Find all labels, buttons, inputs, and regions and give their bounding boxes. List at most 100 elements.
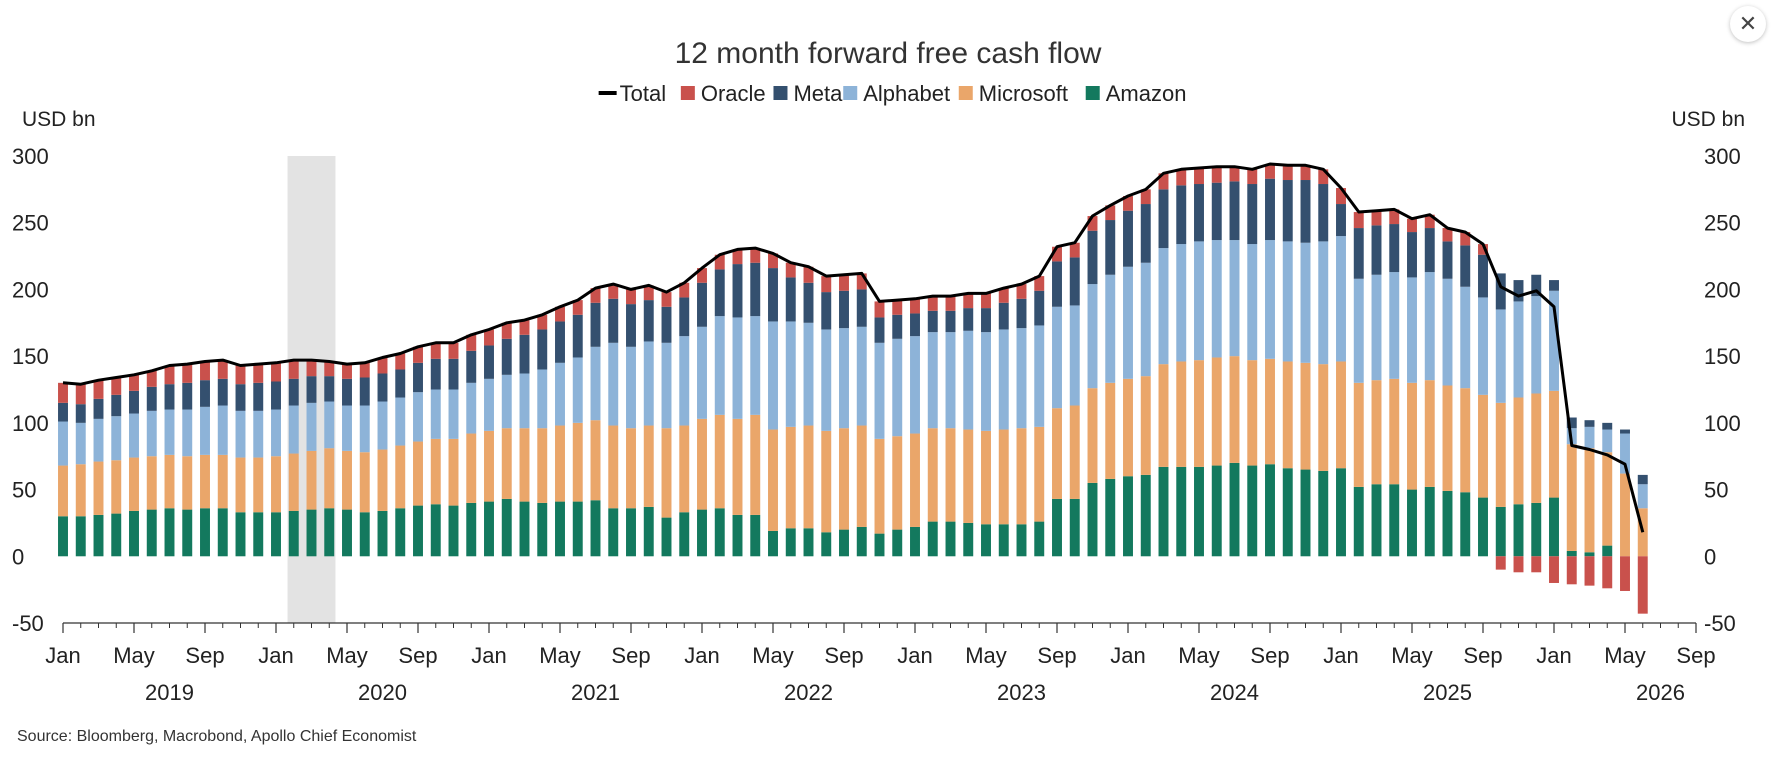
bar-microsoft [306,450,317,510]
bar-oracle [643,285,654,301]
bar-microsoft [342,450,352,510]
bar-meta [608,298,619,343]
bar-meta [963,308,974,331]
bar-oracle [1336,188,1346,205]
legend-swatch-alphabet [843,86,858,100]
bar-alphabet [1442,278,1453,386]
bar-amazon [395,508,406,557]
bar-microsoft [1460,388,1471,493]
bar-amazon [732,514,743,557]
bar-amazon [785,528,796,557]
x-tick-label: May [965,643,1007,668]
bar-microsoft [697,418,707,510]
bar-amazon [306,509,317,557]
bar-meta [1371,225,1382,275]
legend-swatch-amazon [1085,86,1100,100]
x-tick-label: Sep [1463,643,1502,668]
bar-amazon [1495,506,1506,557]
bar-oracle [1105,205,1116,221]
bar-oracle [1531,556,1542,573]
bar-meta [1105,220,1116,275]
legend-label: Microsoft [979,81,1068,106]
bar-meta [271,381,281,410]
bar-amazon [1584,552,1595,557]
bar-amazon [590,500,601,557]
bar-microsoft [856,425,867,527]
bar-alphabet [235,410,246,458]
bar-meta [1247,184,1258,245]
bar-oracle [217,360,228,379]
bar-amazon [235,512,246,557]
bar-oracle [839,274,849,291]
bar-amazon [1549,497,1559,557]
bar-microsoft [1549,390,1559,498]
bar-amazon [1442,490,1453,557]
bar-alphabet [874,342,885,439]
bar-alphabet [697,326,707,419]
bar-microsoft [608,425,619,509]
bar-microsoft [1016,428,1027,525]
y-tick-label-right: 150 [1704,344,1741,369]
bar-microsoft [1584,448,1595,553]
bar-microsoft [839,428,849,530]
bar-oracle [679,282,690,298]
bar-alphabet [661,342,672,429]
x-tick-label: May [113,643,155,668]
bar-meta [1478,254,1488,298]
bar-amazon [998,524,1009,557]
bar-meta [324,376,335,402]
y-tick-label-left: 300 [12,144,49,169]
x-tick-label: May [326,643,368,668]
legend-swatch-oracle [680,86,695,100]
bar-microsoft [253,457,264,513]
bar-oracle [1282,165,1293,181]
legend-label: Oracle [701,81,766,106]
y-tick-label-right: 100 [1704,411,1741,436]
bar-amazon [1105,478,1116,557]
bar-microsoft [732,418,743,515]
bar-alphabet [927,332,938,429]
bar-microsoft [626,428,636,509]
bar-alphabet [1087,284,1098,389]
bar-microsoft [1265,358,1275,465]
bar-alphabet [1229,240,1240,357]
bar-oracle [253,364,264,383]
bar-meta [1442,241,1453,279]
y-axis-label-right: USD bn [1671,108,1745,131]
bar-amazon [93,514,104,557]
bar-alphabet [1407,277,1417,383]
bar-microsoft [1531,393,1542,503]
bar-alphabet [750,316,761,415]
x-year-label: 2019 [145,680,194,705]
bar-oracle [1478,244,1488,255]
bar-alphabet [981,332,991,431]
x-tick-label: Jan [1110,643,1145,668]
x-tick-label: Jan [897,643,932,668]
bar-microsoft [377,449,388,511]
bar-oracle [1176,169,1187,186]
bar-oracle [1140,189,1151,205]
bar-oracle [1637,556,1648,614]
bar-oracle [998,288,1009,303]
y-tick-label-right: 300 [1704,144,1741,169]
bar-oracle [129,374,139,391]
bar-alphabet [1247,244,1258,361]
bar-microsoft [1247,360,1258,466]
bar-alphabet [306,402,317,451]
bar-oracle [1247,169,1258,185]
close-button[interactable]: ✕ [1730,6,1766,42]
bar-meta [1495,273,1506,310]
bar-alphabet [1123,266,1133,379]
bar-amazon [608,508,619,557]
bar-microsoft [129,457,139,511]
bar-amazon [626,508,636,557]
bar-microsoft [1194,360,1204,467]
bar-amazon [874,533,885,557]
bar-alphabet [111,416,122,461]
bar-amazon [164,508,175,557]
bar-meta [1336,204,1346,237]
bar-amazon [537,502,548,557]
bar-alphabet [58,421,68,466]
bar-oracle [146,370,157,387]
